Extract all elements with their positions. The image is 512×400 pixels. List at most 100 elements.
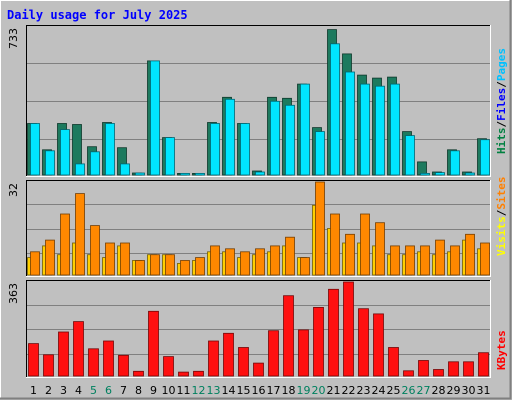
bar-files-day-14 <box>225 98 235 176</box>
legend-entry: / <box>495 121 508 128</box>
bar-files-day-10 <box>165 137 175 176</box>
x-tick-label: 8 <box>135 384 142 397</box>
bar-kbytes-day-22 <box>343 281 354 377</box>
bar-sites-day-14 <box>225 248 235 276</box>
x-tick-label: 11 <box>177 384 191 397</box>
bar-sites-day-17 <box>270 245 280 276</box>
bar-kbytes-day-11 <box>178 371 189 377</box>
bar-sites-day-20 <box>315 181 325 276</box>
legend-entry: KBytes <box>495 330 508 370</box>
bar-sites-day-7 <box>120 242 130 276</box>
bar-files-day-1 <box>30 123 40 176</box>
bar-kbytes-day-20 <box>313 306 324 377</box>
bar-sites-day-27 <box>420 245 430 276</box>
x-axis-labels: 1 2 3 4 5 6 7 8 9 10 11 12 13 14 15 16 17 18 19 20 21 22 23 24 2… <box>30 384 491 397</box>
bar-files-day-13 <box>210 123 220 176</box>
bar-files-day-28 <box>435 172 445 176</box>
legend-entry: Pages <box>495 48 508 81</box>
bar-sites-day-31 <box>480 242 490 276</box>
bar-files-day-15 <box>240 123 250 176</box>
bar-files-day-12 <box>195 172 205 176</box>
bar-kbytes-day-14 <box>223 332 234 377</box>
legend-entry: Files <box>495 88 508 121</box>
bar-sites-day-8 <box>135 260 145 276</box>
panel-legend: Visits/Sites <box>495 177 508 257</box>
bar-files-day-3 <box>60 129 70 176</box>
bar-kbytes-day-24 <box>373 313 384 377</box>
chart-panels: 733Hits/Files/Pages32Visits/Sites363KByt… <box>7 25 508 378</box>
bar-sites-day-10 <box>165 254 175 276</box>
bar-files-day-11 <box>180 172 190 176</box>
panel-kbytes: 363 KBytes <box>7 280 508 378</box>
series-sites <box>30 181 490 276</box>
bar-kbytes-day-10 <box>163 356 174 377</box>
legend-entry: Hits <box>495 128 508 155</box>
bar-files-day-31 <box>480 139 490 176</box>
bar-sites-day-26 <box>405 245 415 276</box>
x-tick-label: 31 <box>477 384 491 397</box>
bar-sites-day-28 <box>435 239 445 276</box>
bar-sites-day-21 <box>330 213 340 276</box>
bar-kbytes-day-13 <box>208 340 219 377</box>
x-tick-label: 30 <box>462 384 476 397</box>
y-axis-max-label: 32 <box>7 183 20 197</box>
x-tick-label: 24 <box>372 384 386 397</box>
bar-files-day-22 <box>345 71 355 176</box>
bar-files-day-6 <box>105 123 115 176</box>
legend-entry: Visits <box>495 216 508 256</box>
legend-entry: / <box>495 81 508 88</box>
bar-kbytes-day-2 <box>43 354 54 377</box>
x-tick-label: 4 <box>75 384 82 397</box>
series-files <box>30 43 490 176</box>
bar-kbytes-day-18 <box>283 295 294 377</box>
x-tick-label: 2 <box>45 384 52 397</box>
bar-sites-day-22 <box>345 233 355 276</box>
bar-files-day-16 <box>255 171 265 176</box>
bar-files-day-27 <box>420 172 430 176</box>
x-tick-label: 26 <box>402 384 416 397</box>
bar-files-day-18 <box>285 104 295 176</box>
bar-kbytes-day-25 <box>388 347 399 377</box>
bar-files-day-17 <box>270 100 280 176</box>
bar-files-day-19 <box>300 83 310 176</box>
bar-sites-day-23 <box>360 213 370 276</box>
bar-kbytes-day-16 <box>253 362 264 377</box>
bar-files-day-8 <box>135 172 145 176</box>
bar-kbytes-day-1 <box>28 343 39 377</box>
bar-files-day-24 <box>375 85 385 176</box>
bar-sites-day-4 <box>75 193 85 276</box>
bar-kbytes-day-5 <box>88 348 99 377</box>
x-tick-label: 1 <box>30 384 37 397</box>
x-tick-label: 14 <box>222 384 236 397</box>
bar-sites-day-9 <box>150 254 160 276</box>
bar-kbytes-day-8 <box>133 370 144 377</box>
x-tick-label: 27 <box>417 384 431 397</box>
bar-files-day-23 <box>360 83 370 176</box>
x-tick-label: 29 <box>447 384 461 397</box>
x-tick-label: 25 <box>387 384 401 397</box>
bar-files-day-30 <box>465 172 475 176</box>
bar-sites-day-3 <box>60 213 70 276</box>
series-kbytes <box>28 281 489 377</box>
x-tick-label: 22 <box>342 384 356 397</box>
panel-sites-visits: 32 Visits/Sites <box>7 177 508 277</box>
panel-legend: KBytes <box>495 330 508 370</box>
x-tick-label: 5 <box>90 384 97 397</box>
bar-files-day-25 <box>390 83 400 176</box>
bar-sites-day-30 <box>465 233 475 276</box>
bar-sites-day-12 <box>195 257 205 276</box>
bar-kbytes-day-15 <box>238 347 249 377</box>
bar-kbytes-day-17 <box>268 330 279 377</box>
x-tick-label: 19 <box>297 384 311 397</box>
bar-kbytes-day-19 <box>298 329 309 377</box>
bar-sites-day-6 <box>105 242 115 276</box>
bar-files-day-5 <box>90 151 100 176</box>
bar-sites-day-18 <box>285 236 295 276</box>
panel-legend: Hits/Files/Pages <box>495 48 508 154</box>
legend-entry: Sites <box>495 177 508 210</box>
bar-sites-day-24 <box>375 222 385 276</box>
x-tick-label: 16 <box>252 384 266 397</box>
